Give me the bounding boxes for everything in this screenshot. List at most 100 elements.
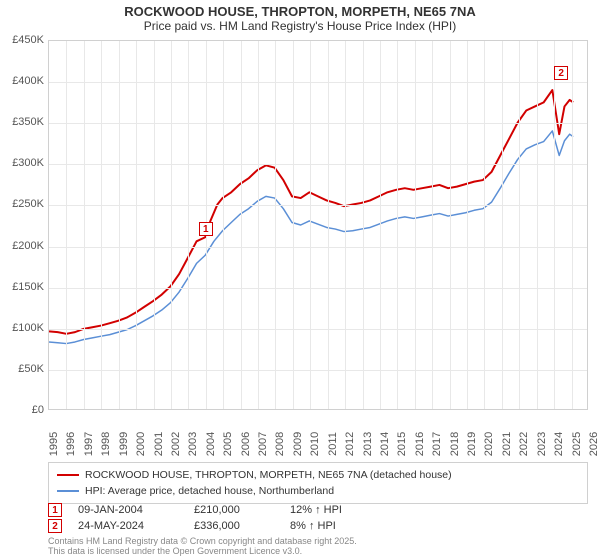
y-tick-label: £450K bbox=[12, 34, 44, 46]
gridline-vertical bbox=[415, 41, 416, 409]
gridline-vertical bbox=[66, 41, 67, 409]
x-tick-label: 2000 bbox=[135, 432, 147, 456]
gridline-vertical bbox=[84, 41, 85, 409]
legend-item: HPI: Average price, detached house, Nort… bbox=[57, 483, 579, 499]
x-tick-label: 2017 bbox=[431, 432, 443, 456]
chart-marker-1: 1 bbox=[199, 222, 213, 236]
x-tick-label: 2012 bbox=[344, 432, 356, 456]
annotation-date: 09-JAN-2004 bbox=[78, 504, 178, 516]
gridline-horizontal bbox=[49, 370, 587, 371]
gridline-vertical bbox=[293, 41, 294, 409]
x-tick-label: 1998 bbox=[100, 432, 112, 456]
annotation-marker: 1 bbox=[48, 503, 62, 517]
annotation-marker: 2 bbox=[48, 519, 62, 533]
x-tick-label: 2026 bbox=[588, 432, 600, 456]
gridline-vertical bbox=[484, 41, 485, 409]
x-tick-label: 2006 bbox=[240, 432, 252, 456]
gridline-vertical bbox=[171, 41, 172, 409]
x-tick-label: 2009 bbox=[292, 432, 304, 456]
chart-container: ROCKWOOD HOUSE, THROPTON, MORPETH, NE65 … bbox=[0, 0, 600, 560]
gridline-vertical bbox=[363, 41, 364, 409]
x-tick-label: 2018 bbox=[449, 432, 461, 456]
gridline-vertical bbox=[519, 41, 520, 409]
gridline-vertical bbox=[241, 41, 242, 409]
chart-title-sub: Price paid vs. HM Land Registry's House … bbox=[0, 19, 600, 33]
plot-area: 12 bbox=[48, 40, 588, 410]
annotation-delta: 8% ↑ HPI bbox=[290, 520, 370, 532]
x-tick-label: 2004 bbox=[205, 432, 217, 456]
annotation-row: 2 24-MAY-2024 £336,000 8% ↑ HPI bbox=[48, 518, 588, 534]
gridline-vertical bbox=[154, 41, 155, 409]
annotation-row: 109-JAN-2004£210,00012% ↑ HPI bbox=[48, 502, 588, 518]
x-tick-label: 2007 bbox=[257, 432, 269, 456]
gridline-vertical bbox=[537, 41, 538, 409]
x-tick-label: 1999 bbox=[118, 432, 130, 456]
y-tick-label: £300K bbox=[12, 157, 44, 169]
gridline-horizontal bbox=[49, 123, 587, 124]
x-tick-label: 2016 bbox=[414, 432, 426, 456]
y-tick-label: £50K bbox=[18, 363, 44, 375]
x-tick-label: 2003 bbox=[187, 432, 199, 456]
x-tick-label: 2022 bbox=[518, 432, 530, 456]
y-axis: £0£50K£100K£150K£200K£250K£300K£350K£400… bbox=[0, 40, 46, 410]
y-tick-label: £350K bbox=[12, 116, 44, 128]
gridline-vertical bbox=[136, 41, 137, 409]
gridline-vertical bbox=[275, 41, 276, 409]
x-tick-label: 2001 bbox=[153, 432, 165, 456]
annotation-price: £336,000 bbox=[194, 520, 274, 532]
x-tick-label: 1996 bbox=[65, 432, 77, 456]
gridline-horizontal bbox=[49, 288, 587, 289]
gridline-vertical bbox=[572, 41, 573, 409]
gridline-vertical bbox=[397, 41, 398, 409]
x-tick-label: 2005 bbox=[222, 432, 234, 456]
y-tick-label: £400K bbox=[12, 75, 44, 87]
gridline-horizontal bbox=[49, 247, 587, 248]
y-tick-label: £250K bbox=[12, 198, 44, 210]
chart-title-main: ROCKWOOD HOUSE, THROPTON, MORPETH, NE65 … bbox=[0, 4, 600, 19]
x-tick-label: 2002 bbox=[170, 432, 182, 456]
x-tick-label: 1995 bbox=[48, 432, 60, 456]
gridline-vertical bbox=[554, 41, 555, 409]
gridline-vertical bbox=[101, 41, 102, 409]
gridline-vertical bbox=[467, 41, 468, 409]
x-tick-label: 2010 bbox=[309, 432, 321, 456]
gridline-vertical bbox=[310, 41, 311, 409]
gridline-horizontal bbox=[49, 82, 587, 83]
legend-label: ROCKWOOD HOUSE, THROPTON, MORPETH, NE65 … bbox=[85, 469, 452, 481]
gridline-vertical bbox=[188, 41, 189, 409]
y-tick-label: £0 bbox=[32, 404, 44, 416]
footer-line-1: Contains HM Land Registry data © Crown c… bbox=[48, 536, 357, 546]
gridline-horizontal bbox=[49, 329, 587, 330]
x-axis: 1995 1996 1997 1998 1999 2000 2001 2002 2003 2004… bbox=[48, 412, 588, 462]
annotation-table: 109-JAN-2004£210,00012% ↑ HPI224-MAY-202… bbox=[48, 502, 588, 534]
gridline-vertical bbox=[119, 41, 120, 409]
gridline-vertical bbox=[345, 41, 346, 409]
x-tick-label: 2023 bbox=[536, 432, 548, 456]
x-tick-label: 2008 bbox=[274, 432, 286, 456]
legend-swatch bbox=[57, 490, 79, 493]
x-tick-label: 1997 bbox=[83, 432, 95, 456]
x-tick-label: 2015 bbox=[396, 432, 408, 456]
gridline-horizontal bbox=[49, 205, 587, 206]
x-tick-label: 2019 bbox=[466, 432, 478, 456]
chart-marker-2: 2 bbox=[554, 66, 568, 80]
y-tick-label: £100K bbox=[12, 322, 44, 334]
x-tick-label: 2020 bbox=[483, 432, 495, 456]
y-tick-label: £200K bbox=[12, 240, 44, 252]
gridline-vertical bbox=[380, 41, 381, 409]
annotation-date: 24-MAY-2024 bbox=[78, 520, 178, 532]
gridline-vertical bbox=[258, 41, 259, 409]
x-tick-label: 2021 bbox=[501, 432, 513, 456]
gridline-vertical bbox=[432, 41, 433, 409]
gridline-vertical bbox=[223, 41, 224, 409]
footer: Contains HM Land Registry data © Crown c… bbox=[48, 536, 357, 557]
x-tick-label: 2014 bbox=[379, 432, 391, 456]
gridline-vertical bbox=[502, 41, 503, 409]
annotation-delta: 12% ↑ HPI bbox=[290, 504, 370, 516]
x-tick-label: 2011 bbox=[327, 432, 339, 456]
plot-svg bbox=[49, 41, 587, 409]
legend: ROCKWOOD HOUSE, THROPTON, MORPETH, NE65 … bbox=[48, 462, 588, 504]
y-tick-label: £150K bbox=[12, 281, 44, 293]
footer-line-2: This data is licensed under the Open Gov… bbox=[48, 546, 357, 556]
legend-label: HPI: Average price, detached house, Nort… bbox=[85, 485, 334, 497]
